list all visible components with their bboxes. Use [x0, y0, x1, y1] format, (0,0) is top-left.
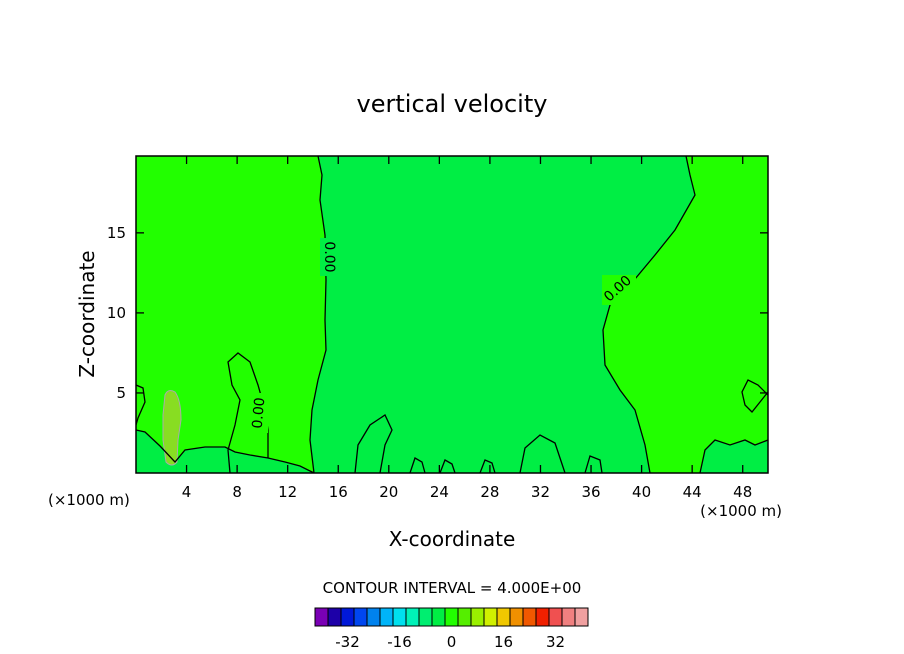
x-tick-label-0: 4: [182, 483, 192, 501]
x-tick-label-1: 8: [232, 483, 242, 501]
colorbar-tick-label-3: 16: [494, 633, 513, 651]
y-axis-label: Z-coordinate: [75, 250, 99, 377]
x-tick-label-5: 24: [430, 483, 449, 501]
x-tick-label-11: 48: [733, 483, 752, 501]
colorbar-tick-label-2: 0: [447, 633, 457, 651]
x-unit-left: (×1000 m): [48, 491, 130, 509]
x-tick-label-3: 16: [329, 483, 348, 501]
colorbar-swatch-15: [509, 607, 524, 627]
x-tick-label-9: 40: [632, 483, 651, 501]
colorbar-swatch-11: [457, 607, 472, 627]
contour-label-bg-2: [250, 393, 268, 433]
colorbar-swatch-1: [327, 607, 342, 627]
colorbar-swatch-17: [535, 607, 550, 627]
colorbar-swatch-9: [431, 607, 446, 627]
x-tick-label-10: 44: [683, 483, 702, 501]
region-negative-center: [310, 156, 695, 473]
colorbar-swatch-10: [444, 607, 459, 627]
contour-label-bg-1: [320, 238, 338, 276]
colorbar-swatch-5: [379, 607, 394, 627]
region-negative-low-left: [136, 430, 314, 473]
colorbar-tick-label-0: -32: [335, 633, 360, 651]
x-unit-right: (×1000 m): [700, 502, 782, 520]
colorbar-swatch-3: [353, 607, 368, 627]
colorbar-swatch-4: [366, 607, 381, 627]
y-tick-label-2: 15: [107, 224, 126, 242]
contour-label-2: 0.00: [250, 397, 269, 429]
y-tick-label-0: 5: [116, 384, 126, 402]
colorbar-swatch-8: [418, 607, 433, 627]
colorbar-swatch-7: [405, 607, 420, 627]
colorbar-swatch-18: [548, 607, 563, 627]
colorbar-tick-label-4: 32: [546, 633, 565, 651]
colorbar-swatch-16: [522, 607, 537, 627]
chart-title: vertical velocity: [357, 90, 548, 118]
region-negative-low-right: [700, 440, 768, 473]
colorbar-swatch-19: [561, 607, 576, 627]
region-positive-anomaly: [162, 390, 182, 466]
contour-label-bg-3: [602, 275, 636, 305]
colorbar: -32 -16 0 16 32: [314, 607, 589, 651]
contour-interval-text: CONTOUR INTERVAL = 4.000E+00: [323, 579, 582, 597]
x-axis-label: X-coordinate: [389, 527, 516, 551]
colorbar-swatch-20: [574, 607, 589, 627]
x-axis-ticks: 4 8 12 16 20 24 28 32 36 40 44 48: [182, 156, 752, 501]
colorbar-swatch-6: [392, 607, 407, 627]
colorbar-swatch-13: [483, 607, 498, 627]
colorbar-swatch-2: [340, 607, 355, 627]
plot-frame: [135, 155, 769, 474]
x-tick-label-2: 12: [278, 483, 297, 501]
plot-area: [136, 156, 768, 473]
colorbar-swatch-14: [496, 607, 511, 627]
colorbar-swatch-0: [314, 607, 329, 627]
y-axis-ticks: 5 10 15: [107, 224, 768, 402]
x-tick-label-8: 36: [581, 483, 600, 501]
x-tick-label-7: 32: [531, 483, 550, 501]
colorbar-swatch-12: [470, 607, 485, 627]
colorbar-tick-label-1: -16: [387, 633, 412, 651]
x-tick-label-6: 28: [480, 483, 499, 501]
contour-label-1: 0.00: [321, 241, 337, 272]
x-tick-label-4: 20: [379, 483, 398, 501]
y-tick-label-1: 10: [107, 304, 126, 322]
